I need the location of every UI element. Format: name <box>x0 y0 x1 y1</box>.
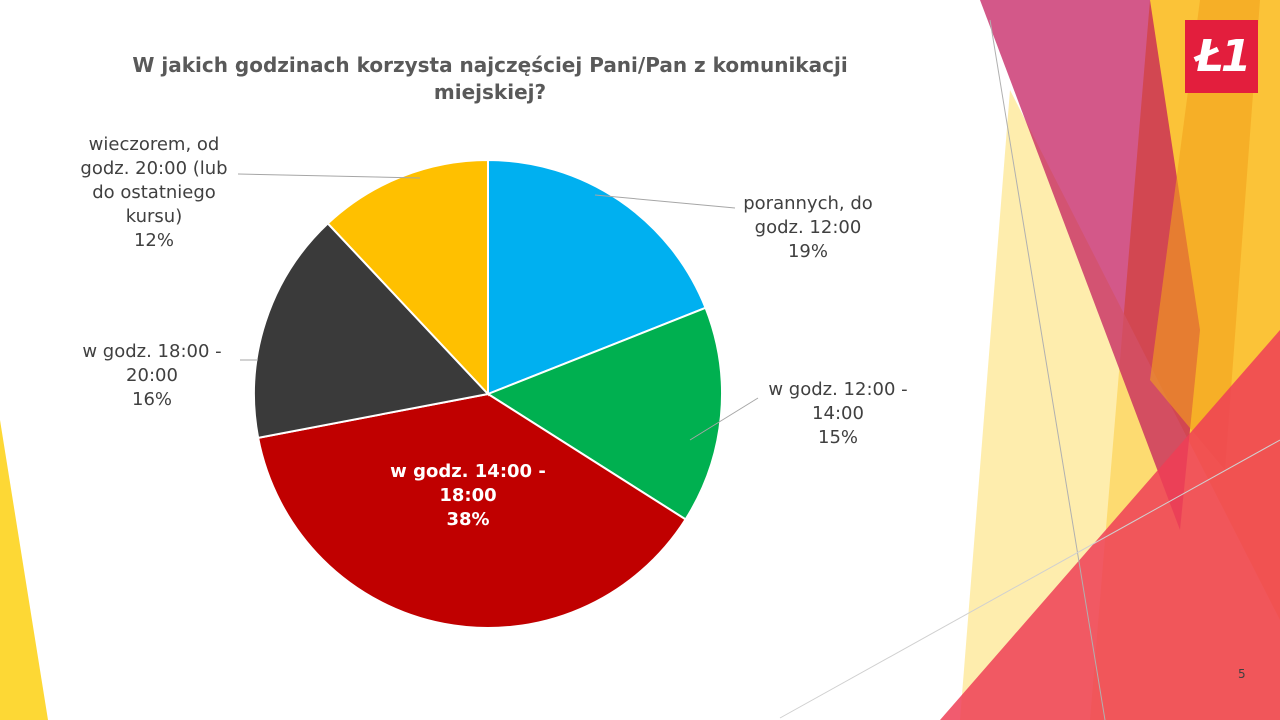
pie-slice-2 <box>485 306 723 521</box>
slice-percent: 15% <box>817 427 859 448</box>
slice-label-line: w godz. 12:00 - <box>768 379 908 400</box>
slice-label-4: w godz. 18:00 - 20:00 16% <box>82 340 221 412</box>
slice-label-line: godz. 12:00 <box>754 217 862 238</box>
leader-line-2 <box>689 397 759 441</box>
deco-left-yellow <box>0 420 48 720</box>
slice-percent: 12% <box>133 230 174 251</box>
leader-line-5 <box>237 173 421 179</box>
pie-slice-1 <box>487 158 707 396</box>
deco-right-magenta <box>980 0 1200 530</box>
chart-title: W jakich godzinach korzysta najczęściej … <box>132 53 848 104</box>
slice-label-3: w godz. 14:00 - 18:00 38% <box>390 460 546 532</box>
slice-label-line: 18:00 <box>439 485 497 506</box>
deco-thin-line <box>989 19 1106 720</box>
pie-chart <box>237 158 759 629</box>
pie-slice-4 <box>253 222 490 440</box>
pie-slice-5 <box>326 158 489 397</box>
slice-label-2: w godz. 12:00 - 14:00 15% <box>768 378 907 450</box>
slice-label-line: 14:00 <box>812 403 864 424</box>
slice-percent: 16% <box>131 389 173 410</box>
slice-label-line: godz. 20:00 (lub <box>80 158 228 179</box>
slice-label-line: do ostatniego <box>92 182 216 203</box>
slice-label-1: porannych, do godz. 12:00 19% <box>743 192 873 264</box>
slice-label-line: 20:00 <box>126 365 178 386</box>
slice-percent: 19% <box>787 241 828 262</box>
deco-thin-line-2 <box>779 439 1280 719</box>
pie-slice-3 <box>256 392 687 629</box>
slice-label-line: porannych, do <box>743 193 873 214</box>
slice-label-line: w godz. 14:00 - <box>390 461 546 482</box>
deco-right-orange <box>1150 0 1260 470</box>
leader-line-1 <box>594 194 736 209</box>
slice-label-5: wieczorem, od godz. 20:00 (lub do ostatnie… <box>80 133 227 253</box>
slice-label-line: wieczorem, od <box>88 134 220 155</box>
slice-label-line: kursu) <box>125 206 183 227</box>
deco-right-red <box>940 330 1280 720</box>
slice-percent: 38% <box>446 509 490 530</box>
page-number: 5 <box>1238 667 1246 681</box>
slice-label-line: w godz. 18:00 - <box>82 341 222 362</box>
logo: Ł1 <box>1185 20 1258 93</box>
